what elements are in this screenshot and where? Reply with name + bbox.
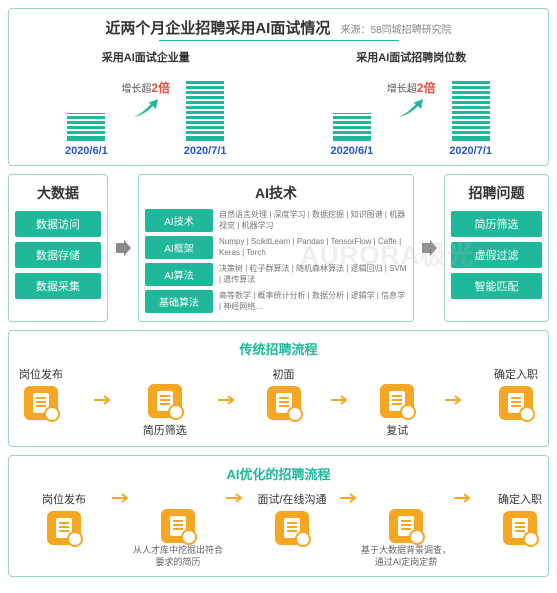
item-box: 简历筛选 <box>451 211 542 237</box>
flow-title: 传统招聘流程 <box>19 339 538 358</box>
flow-arrow-icon <box>337 491 361 509</box>
bar-1 <box>67 113 105 141</box>
flow-step: 基于大数据背景调查，通过AI定岗定薪 <box>361 491 451 568</box>
item-desc: 高等数学 | 概率统计分析 | 数据分析 | 逻辑学 | 信息学 | 神经网络… <box>219 291 407 312</box>
flow-step: 复试 <box>380 366 414 438</box>
item-box: AI技术 <box>145 209 213 232</box>
doc-search-icon <box>47 511 81 545</box>
item-box: 数据采集 <box>15 273 101 299</box>
flow-arrow-icon <box>442 393 466 411</box>
flow-arrow-icon <box>328 393 352 411</box>
doc-search-icon <box>503 511 537 545</box>
title-underline <box>159 40 399 41</box>
bar-2 <box>452 81 490 141</box>
chart-enterprises: 采用AI面试企业量 增长超2倍 2020/6/1 2020/7/1 <box>19 49 273 157</box>
item-box: 基础算法 <box>145 290 213 313</box>
flow-step: 确定入职 <box>494 366 538 438</box>
doc-search-icon <box>380 384 414 418</box>
item-box: AI框架 <box>145 236 213 259</box>
step-label: 面试/在线沟通 <box>247 491 337 507</box>
aitech-panel: AI技术 AI技术自然语言处理 | 深度学习 | 数据挖掘 | 知识图谱 | 机… <box>138 174 414 322</box>
growth-label: 增长超2倍 <box>387 79 436 96</box>
flow-step: 初面 <box>267 366 301 438</box>
date-label: 2020/7/1 <box>184 145 227 157</box>
chart-body: 增长超2倍 <box>285 71 539 141</box>
flow-title: AI优化的招聘流程 <box>19 464 538 483</box>
doc-search-icon <box>161 509 195 543</box>
flow-arrow-icon <box>451 491 475 509</box>
chart-positions: 采用AI面试招聘岗位数 增长超2倍 2020/6/1 2020/7/1 <box>285 49 539 157</box>
flow-steps: 岗位发布 从人才库中挖掘出符合要求的简历 面试/在线沟通 基于大数据背景调查，通… <box>19 491 538 568</box>
flow-arrow-icon <box>91 393 115 411</box>
bar-2 <box>186 81 224 141</box>
date-label: 2020/6/1 <box>65 145 108 157</box>
doc-search-icon <box>389 509 423 543</box>
ai-row: AI技术自然语言处理 | 深度学习 | 数据挖掘 | 知识图谱 | 机器视觉 |… <box>145 209 407 232</box>
flow-steps: 岗位发布 简历筛选 初面 复试 确定入职 <box>19 366 538 438</box>
flow-step: 简历筛选 <box>143 366 187 438</box>
step-label: 确定入职 <box>475 491 557 507</box>
doc-search-icon <box>275 511 309 545</box>
flow-arrow-icon <box>223 491 247 509</box>
chart-labels: 2020/6/1 2020/7/1 <box>19 145 273 157</box>
flow-arrow-icon <box>109 491 133 509</box>
step-label: 初面 <box>267 366 301 382</box>
columns-row: 大数据 数据访问 数据存储 数据采集 AI技术 AI技术自然语言处理 | 深度学… <box>8 174 549 322</box>
chart-body: 增长超2倍 <box>19 71 273 141</box>
item-desc: 决策树 | 粒子群算法 | 随机森林算法 | 逻辑回归 | SVM | 遗传算法 <box>219 264 407 285</box>
source-text: 来源：58同城招聘研究院 <box>341 25 452 36</box>
item-box: 数据存储 <box>15 242 101 268</box>
growth-arrow-icon <box>131 97 161 124</box>
connector-arrow-icon <box>114 174 132 322</box>
doc-search-icon <box>267 386 301 420</box>
date-label: 2020/7/1 <box>449 145 492 157</box>
flow-step: 岗位发布 <box>19 366 63 438</box>
item-desc: 自然语言处理 | 深度学习 | 数据挖掘 | 知识图谱 | 机器视觉 | 机器学… <box>219 210 407 231</box>
item-box: 虚假过滤 <box>451 242 542 268</box>
chart-title: 采用AI面试企业量 <box>19 49 273 65</box>
bigdata-panel: 大数据 数据访问 数据存储 数据采集 <box>8 174 108 322</box>
top-panel: 近两个月企业招聘采用AI面试情况 来源：58同城招聘研究院 采用AI面试企业量 … <box>8 8 549 166</box>
chart-title: 采用AI面试招聘岗位数 <box>285 49 539 65</box>
col-title: AI技术 <box>145 183 407 203</box>
date-label: 2020/6/1 <box>330 145 373 157</box>
col-title: 招聘问题 <box>451 183 542 203</box>
col-title: 大数据 <box>15 183 101 203</box>
item-desc: Numpy | ScikitLearn | Pandas | TensorFlo… <box>219 237 407 258</box>
connector-arrow-icon <box>420 174 438 322</box>
step-label: 岗位发布 <box>19 491 109 507</box>
hiring-panel: 招聘问题 简历筛选 虚假过滤 智能匹配 <box>444 174 549 322</box>
step-label: 复试 <box>380 422 414 438</box>
item-box: 数据访问 <box>15 211 101 237</box>
ai-row: AI框架 Numpy | ScikitLearn | Pandas | Tenso… <box>145 236 407 259</box>
flow-step: 岗位发布 <box>19 491 109 545</box>
ai-row: 基础算法高等数学 | 概率统计分析 | 数据分析 | 逻辑学 | 信息学 | 神… <box>145 290 407 313</box>
ai-row: AI算法决策树 | 粒子群算法 | 随机森林算法 | 逻辑回归 | SVM | … <box>145 263 407 286</box>
item-box: 智能匹配 <box>451 273 542 299</box>
flow-step: 从人才库中挖掘出符合要求的简历 <box>133 491 223 568</box>
ai-flow-panel: AI优化的招聘流程 岗位发布 从人才库中挖掘出符合要求的简历 面试/在线沟通 基… <box>8 455 549 577</box>
doc-search-icon <box>499 386 533 420</box>
step-label: 岗位发布 <box>19 366 63 382</box>
flow-step: 确定入职 <box>475 491 557 545</box>
bar-1 <box>333 113 371 141</box>
growth-arrow-icon <box>396 97 426 124</box>
flow-step: 面试/在线沟通 <box>247 491 337 545</box>
chart-labels: 2020/6/1 2020/7/1 <box>285 145 539 157</box>
step-label: 确定入职 <box>494 366 538 382</box>
doc-search-icon <box>148 384 182 418</box>
main-title: 近两个月企业招聘采用AI面试情况 来源：58同城招聘研究院 <box>19 17 538 38</box>
doc-search-icon <box>24 386 58 420</box>
item-box: AI算法 <box>145 263 213 286</box>
step-label: 简历筛选 <box>143 422 187 438</box>
charts-row: 采用AI面试企业量 增长超2倍 2020/6/1 2020/7/1 采用AI面试… <box>19 49 538 157</box>
growth-label: 增长超2倍 <box>121 79 170 96</box>
trad-flow-panel: 传统招聘流程 岗位发布 简历筛选 初面 复试 确定入职 <box>8 330 549 447</box>
flow-arrow-icon <box>215 393 239 411</box>
title-text: 近两个月企业招聘采用AI面试情况 <box>105 20 330 37</box>
